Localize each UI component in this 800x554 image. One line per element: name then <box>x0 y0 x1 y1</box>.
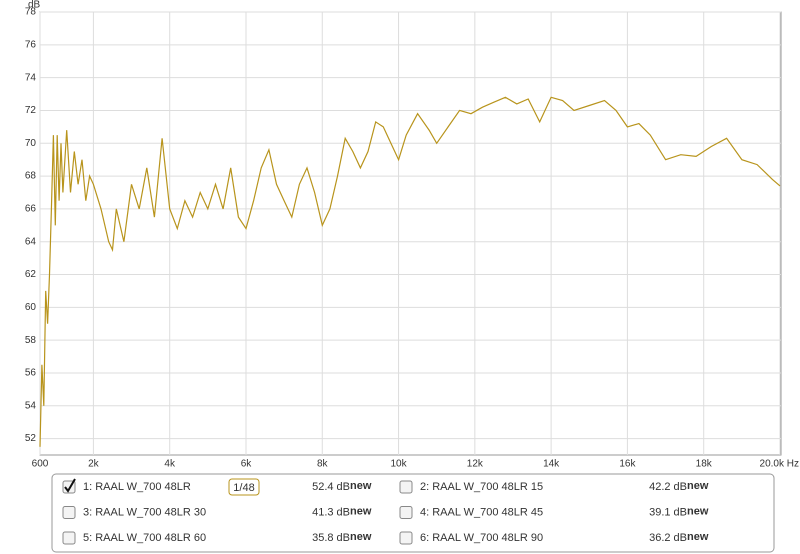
x-tick-label: 18k <box>696 459 713 470</box>
y-tick-label: 72 <box>25 105 37 116</box>
x-tick-label: 600 <box>32 459 49 470</box>
legend-tag: new <box>350 505 372 517</box>
legend-level: 35.8 dB <box>312 532 350 544</box>
legend-level: 39.1 dB <box>649 506 687 518</box>
legend-level: 42.2 dB <box>649 481 687 493</box>
x-tick-label: 16k <box>619 459 636 470</box>
plot-area <box>39 11 782 456</box>
legend-tag: new <box>350 480 372 492</box>
x-tick-label: 10k <box>390 459 407 470</box>
x-tick-label: 20.0k Hz <box>760 459 799 470</box>
y-tick-label: 60 <box>25 302 37 313</box>
y-tick-label: 76 <box>25 39 37 50</box>
checkmark <box>64 478 76 493</box>
legend-level: 36.2 dB <box>649 532 687 544</box>
y-tick-label: 74 <box>25 72 37 83</box>
y-tick-label: 66 <box>25 204 37 215</box>
legend-tag: new <box>350 531 372 543</box>
x-tick-label: 2k <box>88 459 100 470</box>
checkbox[interactable] <box>399 506 413 519</box>
legend-tag: new <box>687 531 709 543</box>
x-tick-label: 8k <box>317 459 329 470</box>
legend-tag: new <box>687 480 709 492</box>
y-tick-label: 52 <box>25 433 37 444</box>
y-tick-label: 64 <box>25 236 37 247</box>
smoothing-box[interactable] <box>228 478 260 496</box>
y-tick-label: 56 <box>25 368 37 379</box>
legend-tag: new <box>687 505 709 517</box>
legend-name: 5: RAAL W_700 48LR 60 <box>83 532 206 544</box>
y-tick-label: 54 <box>25 400 37 411</box>
legend-name: 2: RAAL W_700 48LR 15 <box>420 481 543 493</box>
legend-name: 1: RAAL W_700 48LR <box>83 481 191 493</box>
y-tick-label: 62 <box>25 269 37 280</box>
y-axis-label: dB <box>28 0 41 11</box>
smoothing-label: 1/48 <box>233 482 254 494</box>
legend-level: 52.4 dB <box>312 481 350 493</box>
checkbox[interactable] <box>62 531 76 545</box>
y-tick-label: 78 <box>25 7 37 18</box>
x-tick-label: 4k <box>164 459 176 470</box>
x-tick-label: 6k <box>241 459 253 470</box>
legend-name: 3: RAAL W_700 48LR 30 <box>83 506 206 518</box>
x-tick-label: 12k <box>467 459 484 470</box>
x-tick-label: 14k <box>543 459 560 470</box>
y-tick-label: 58 <box>25 335 37 346</box>
y-tick-label: 70 <box>25 138 37 149</box>
y-tick-label: 68 <box>25 171 37 182</box>
checkbox[interactable] <box>62 506 76 519</box>
checkbox[interactable] <box>399 480 413 494</box>
legend-level: 41.3 dB <box>312 506 350 518</box>
checkbox[interactable] <box>399 531 413 545</box>
series-line <box>39 96 781 447</box>
legend-name: 6: RAAL W_700 48LR 90 <box>420 532 543 544</box>
legend-name: 4: RAAL W_700 48LR 45 <box>420 506 543 518</box>
